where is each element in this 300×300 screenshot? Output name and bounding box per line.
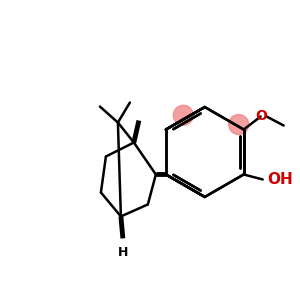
Text: OH: OH — [268, 172, 293, 187]
Circle shape — [173, 105, 193, 125]
Text: O: O — [256, 109, 268, 122]
Text: H: H — [118, 246, 128, 260]
Circle shape — [229, 115, 249, 134]
